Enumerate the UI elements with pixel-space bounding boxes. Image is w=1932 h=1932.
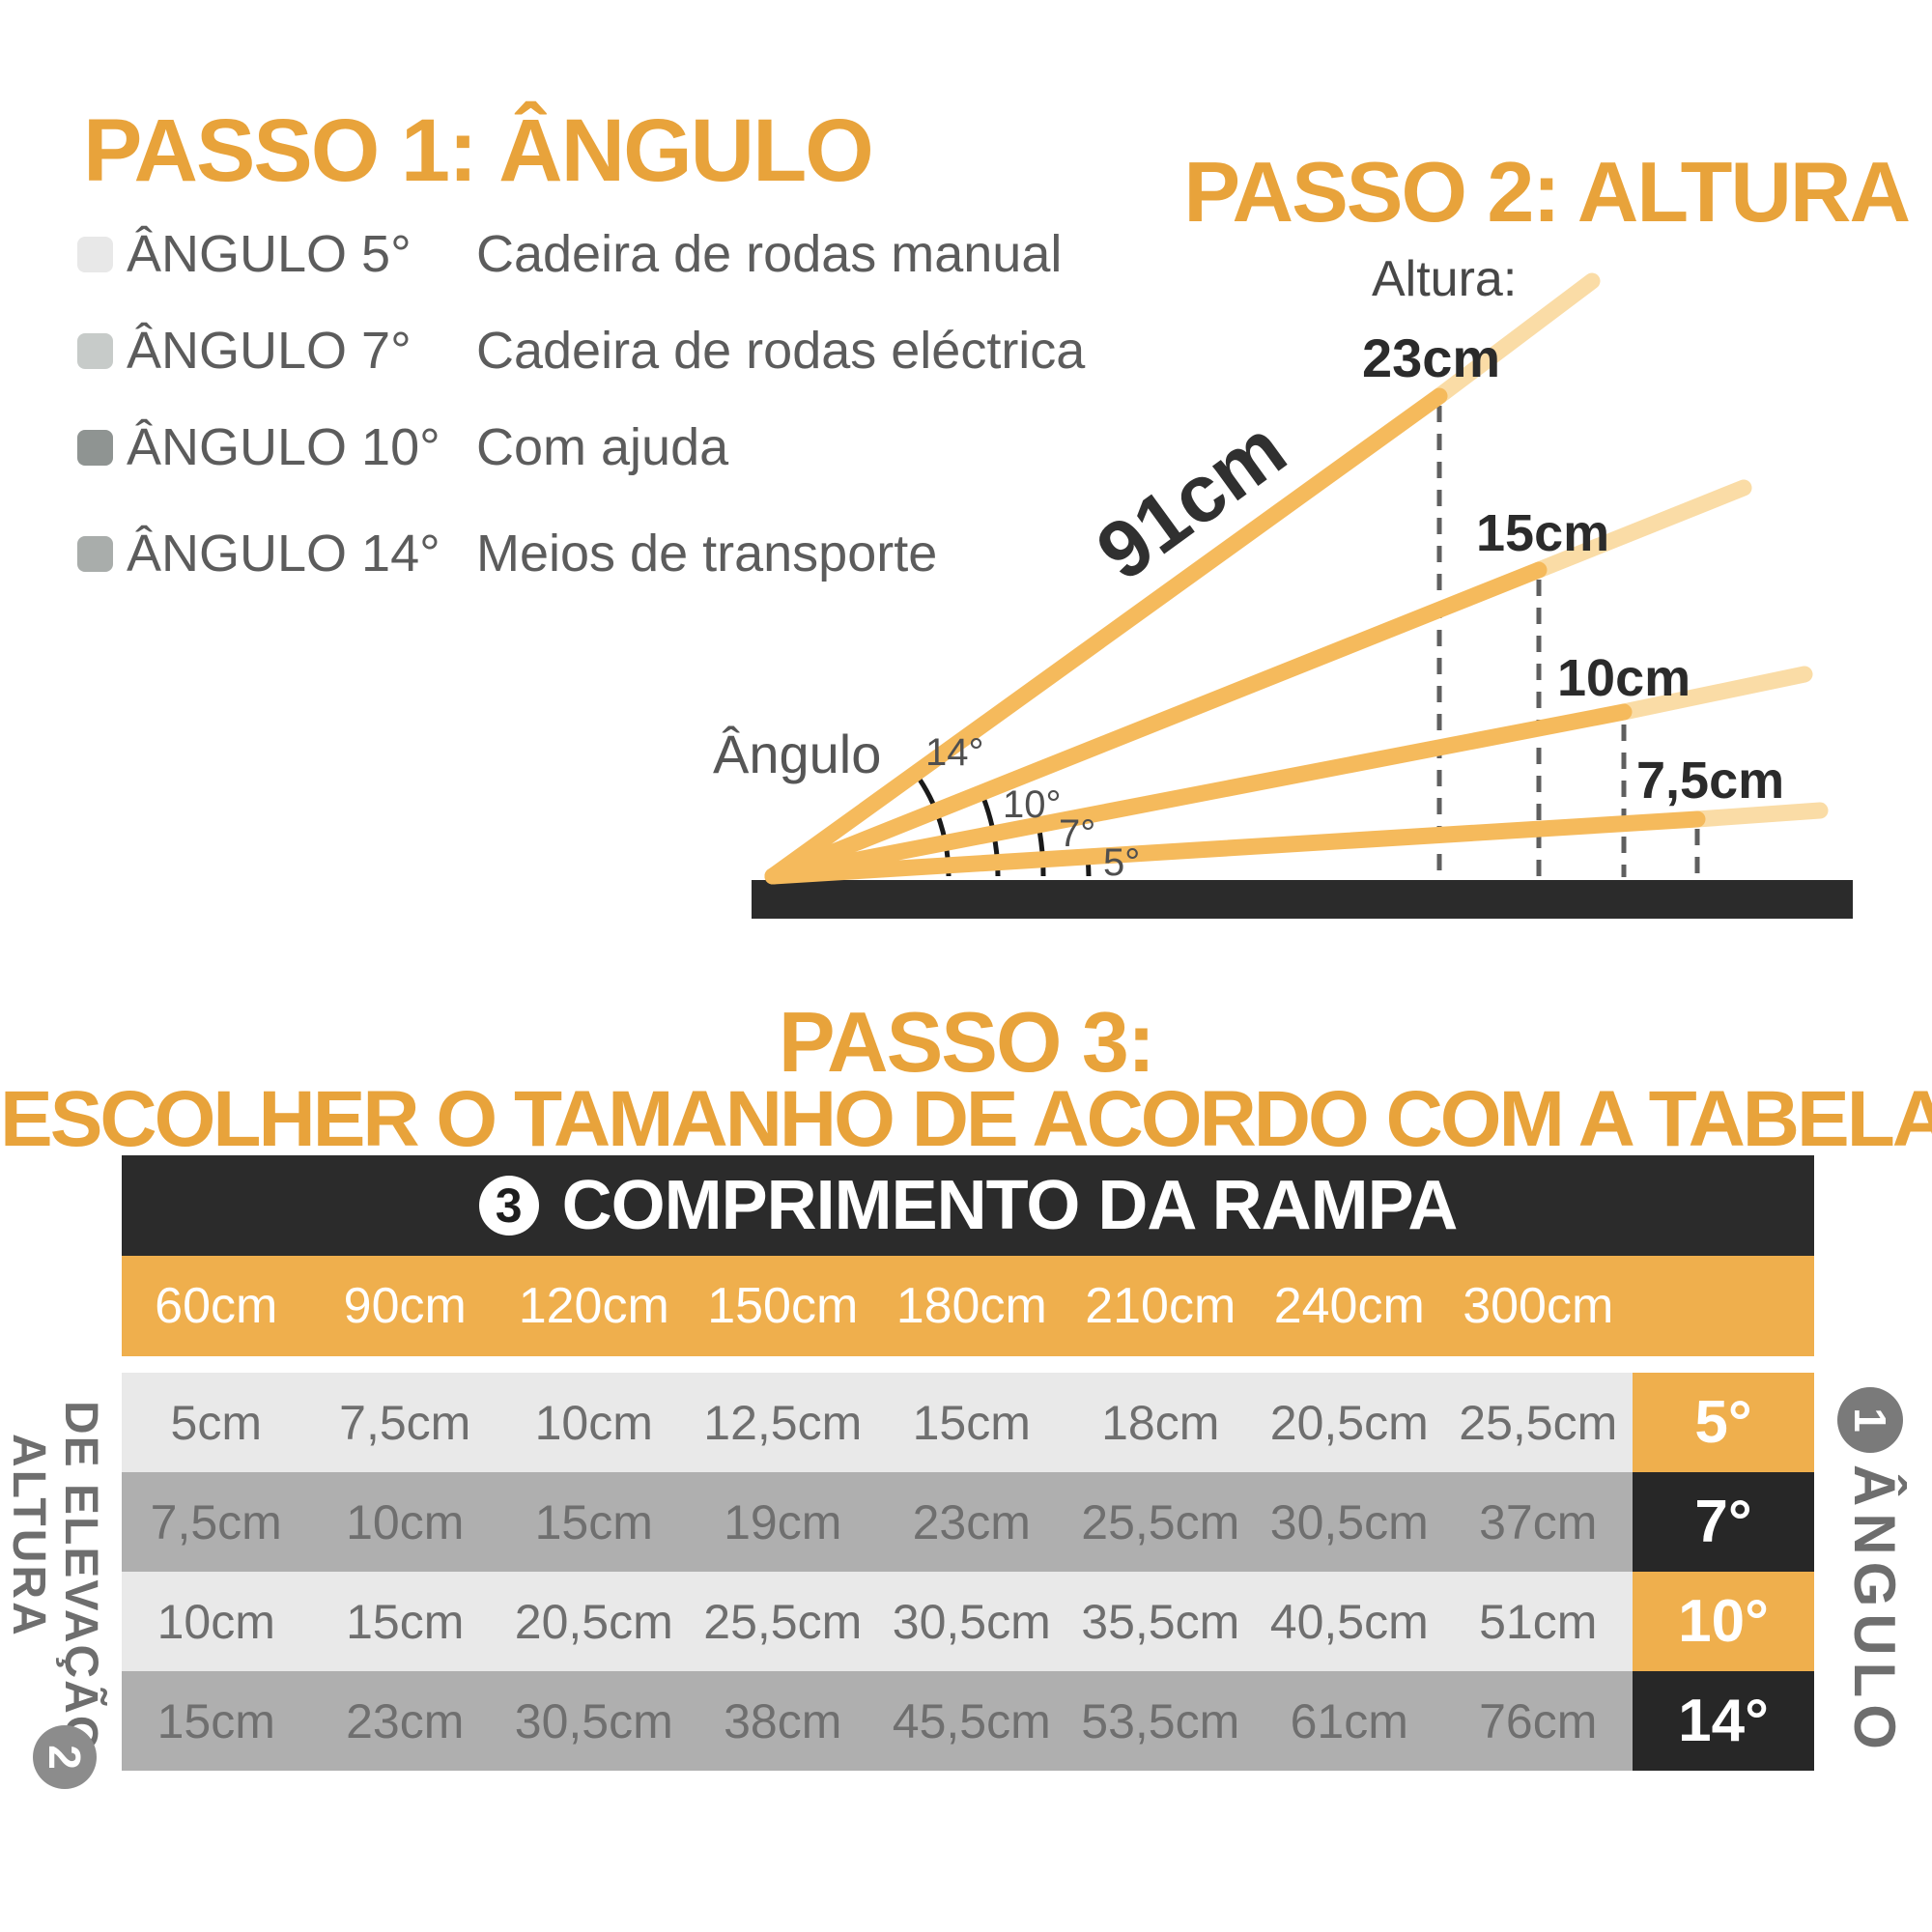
height-label-7-5: 7,5cm [1636, 752, 1784, 810]
table-cell: 51cm [1479, 1594, 1598, 1649]
table-cell: 35,5cm [1081, 1594, 1240, 1649]
table-cell: 30,5cm [892, 1594, 1051, 1649]
table-cell: 10cm [534, 1395, 653, 1450]
table-cell: 23cm [346, 1693, 465, 1748]
column-header-row: 60cm 90cm 120cm 150cm 180cm 210cm 240cm … [122, 1256, 1814, 1356]
step1-title: PASSO 1: ÂNGULO [83, 101, 874, 200]
table-cell: 25,5cm [1459, 1395, 1618, 1450]
legend-item-10deg: ÂNGULO 10° Com ajuda [77, 417, 728, 477]
legend-swatch-7deg [77, 332, 113, 369]
legend-label: ÂNGULO 7° [127, 322, 412, 380]
angle-word-label: Ângulo [713, 724, 881, 784]
table-cell: 61cm [1290, 1693, 1408, 1748]
badge-2-number: 2 [40, 1745, 90, 1770]
table-cell: 76cm [1479, 1693, 1598, 1748]
table-gap [122, 1356, 1814, 1373]
badge-1: 1 [1837, 1387, 1903, 1453]
table-cell: 30,5cm [1269, 1494, 1429, 1549]
height-label-10: 10cm [1557, 649, 1690, 707]
table-cell: 15cm [346, 1594, 465, 1649]
legend-desc: Cadeira de rodas manual [476, 225, 1063, 283]
step3-title-line2: ESCOLHER O TAMANHO DE ACORDO COM A TABEL… [0, 1075, 1932, 1163]
ramp-diagram: Altura: 23cm 15cm 10cm 7,5cm 91cm Ângulo… [713, 251, 1853, 919]
table-header-label: COMPRIMENTO DA RAMPA [561, 1167, 1459, 1244]
table-header-bar: 3 COMPRIMENTO DA RAMPA [122, 1155, 1814, 1256]
table-cell: 10cm [156, 1594, 275, 1649]
altura-label: Altura: [1372, 251, 1517, 307]
table-row-10deg: 10cm 15cm 20,5cm 25,5cm 30,5cm 35,5cm 40… [122, 1572, 1814, 1671]
table-cell: 40,5cm [1269, 1594, 1429, 1649]
step2-title: PASSO 2: ALTURA [1183, 144, 1911, 240]
legend-label: ÂNGULO 5° [127, 225, 412, 283]
ramp-rays [764, 387, 1706, 885]
step3-title-line1: PASSO 3: [778, 994, 1155, 1090]
ground-bar [752, 880, 1853, 919]
legend-item-5deg: ÂNGULO 5° Cadeira de rodas manual [77, 224, 1062, 284]
col-header: 210cm [1085, 1278, 1236, 1334]
col-header: 90cm [343, 1278, 467, 1334]
col-header: 120cm [518, 1278, 669, 1334]
table-row-7deg: 7,5cm 10cm 15cm 19cm 23cm 25,5cm 30,5cm … [122, 1472, 1814, 1572]
table-cell: 23cm [912, 1494, 1031, 1549]
angle-cell-5deg: 5° [1633, 1373, 1814, 1472]
angle-cell-7deg: 7° [1633, 1472, 1814, 1572]
height-label-15: 15cm [1476, 504, 1609, 562]
col-header: 150cm [707, 1278, 859, 1334]
arc-label-14: 14° [925, 731, 984, 774]
table-cell: 37cm [1479, 1494, 1598, 1549]
table-cell: 20,5cm [1269, 1395, 1429, 1450]
height-label-23: 23cm [1362, 327, 1500, 388]
table-cell: 38cm [724, 1693, 842, 1748]
legend-label: ÂNGULO 14° [127, 525, 440, 582]
table-cell: 18cm [1101, 1395, 1220, 1450]
angle-cell-10deg: 10° [1633, 1572, 1814, 1671]
legend-desc: Cadeira de rodas eléctrica [476, 322, 1086, 380]
left-axis-label-line1: ALTURA [3, 1434, 54, 1638]
legend-label: ÂNGULO 10° [127, 418, 440, 476]
badge-2: 2 [33, 1725, 97, 1789]
arc-label-10: 10° [1003, 783, 1062, 826]
table-cell: 5cm [170, 1395, 262, 1450]
table-cell: 53,5cm [1081, 1693, 1240, 1748]
right-axis-label: ÂNGULO [1842, 1464, 1907, 1756]
table-row-5deg: 5cm 7,5cm 10cm 12,5cm 15cm 18cm 20,5cm 2… [122, 1373, 1814, 1472]
badge-3: 3 [478, 1176, 539, 1236]
table-cell: 15cm [912, 1395, 1031, 1450]
table-row-14deg: 15cm 23cm 30,5cm 38cm 45,5cm 53,5cm 61cm… [122, 1671, 1814, 1771]
table-cell: 15cm [534, 1494, 653, 1549]
table-cell: 25,5cm [1081, 1494, 1240, 1549]
col-header: 300cm [1463, 1278, 1614, 1334]
table-cell: 20,5cm [514, 1594, 673, 1649]
badge-1-number: 1 [1845, 1407, 1895, 1433]
table-cell: 15cm [156, 1693, 275, 1748]
legend-desc: Meios de transporte [476, 525, 938, 582]
legend-item-14deg: ÂNGULO 14° Meios de transporte [77, 524, 937, 583]
table-cell: 25,5cm [703, 1594, 863, 1649]
ramp-size-table: 3 COMPRIMENTO DA RAMPA 60cm 90cm 120cm 1… [122, 1155, 1814, 1771]
table-cell: 30,5cm [514, 1693, 673, 1748]
table-cell: 7,5cm [339, 1395, 471, 1450]
col-header: 240cm [1273, 1278, 1425, 1334]
legend-swatch-10deg [77, 429, 113, 466]
legend-swatch-5deg [77, 236, 113, 272]
table-cell: 19cm [724, 1494, 842, 1549]
arc-label-7: 7° [1059, 812, 1095, 855]
col-header: 180cm [895, 1278, 1047, 1334]
legend-desc: Com ajuda [476, 418, 729, 476]
table-cell: 45,5cm [892, 1693, 1051, 1748]
ramp-rays-light [1431, 272, 1829, 828]
table-cell: 10cm [346, 1494, 465, 1549]
left-axis-label-line2: DE ELEVAÇÃO [55, 1401, 106, 1754]
angle-cell-14deg: 14° [1633, 1671, 1814, 1771]
table-cell: 7,5cm [150, 1494, 282, 1549]
table-cell: 12,5cm [703, 1395, 863, 1450]
col-header: 60cm [155, 1278, 278, 1334]
arc-label-5: 5° [1103, 841, 1140, 884]
legend-item-7deg: ÂNGULO 7° Cadeira de rodas eléctrica [77, 321, 1085, 381]
legend-swatch-14deg [77, 535, 113, 572]
